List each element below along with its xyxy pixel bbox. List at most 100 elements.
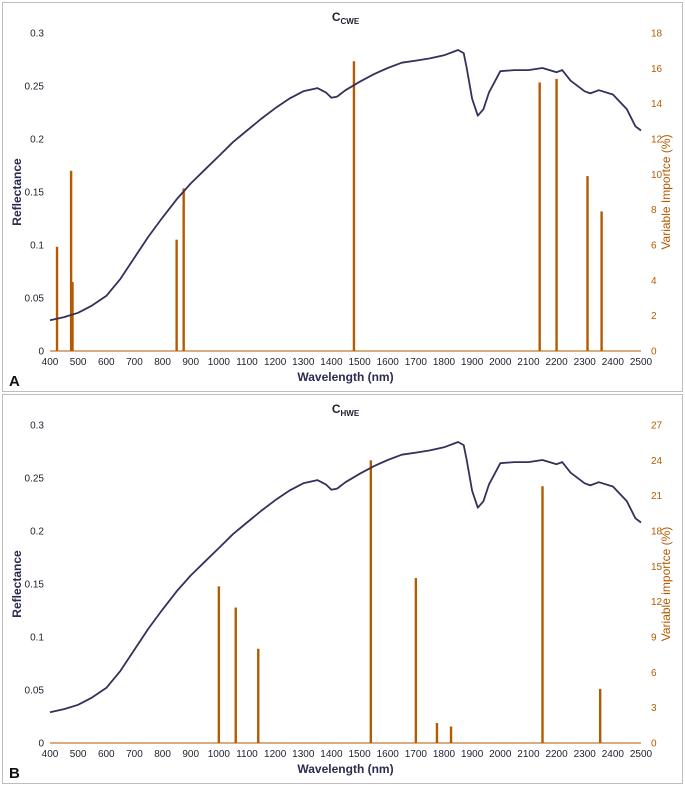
chart-a-y2-tick-label: 18	[651, 29, 663, 40]
chart-b-importance-bar	[257, 648, 260, 743]
chart-b-x-tick-label: 600	[98, 749, 115, 760]
chart-b-y-tick-label: 0.25	[25, 474, 45, 485]
chart-b-reflectance-line	[49, 441, 642, 714]
chart-a-y-tick-label: 0.15	[25, 188, 45, 199]
chart-a-y2-axis-label: Variable Importce (%)	[659, 134, 673, 249]
chart-a-importance-bar	[69, 170, 73, 351]
chart-a-x-tick-label: 1100	[236, 357, 258, 368]
chart-a-importance-bar	[71, 282, 74, 351]
chart-a-y2-tick-label: 0	[651, 347, 657, 358]
chart-a-y2-tick-label: 12	[651, 135, 663, 146]
chart-a-importance-bar	[352, 61, 356, 352]
chart-b-y2-tick-label: 21	[651, 491, 663, 502]
chart-b-x-axis-label: Wavelength (nm)	[297, 762, 393, 776]
chart-b-panel-letter: B	[9, 765, 20, 782]
chart-b-y2-tick-label: 24	[651, 456, 663, 467]
chart-b-importance-bar	[234, 607, 237, 743]
chart-b-x-tick-label: 1500	[348, 749, 371, 760]
chart-a-x-tick-label: 900	[182, 357, 199, 368]
chart-b-x-tick-label: 2500	[630, 749, 653, 760]
chart-b-x-tick-label: 900	[182, 749, 199, 760]
chart-a-importance-bar	[182, 188, 185, 351]
chart-a-y2-tick-label: 4	[651, 276, 657, 287]
chart-a-y-tick-label: 0.2	[30, 135, 44, 146]
chart-b-x-tick-label: 1300	[292, 749, 315, 760]
chart-a-x-tick-label: 600	[98, 357, 115, 368]
chart-b-y2-axis-label: Variable importce (%)	[659, 527, 673, 641]
chart-b-x-tick-label: 1400	[320, 749, 343, 760]
chart-b-y-tick-label: 0.3	[30, 421, 44, 432]
chart-b-y2-tick-label: 12	[651, 597, 663, 608]
chart-a-x-axis-label: Wavelength (nm)	[297, 370, 393, 384]
chart-b-importance-bar	[541, 486, 544, 743]
chart-b-y-tick-label: 0.15	[25, 580, 45, 591]
chart-a-x-tick-label: 400	[42, 357, 59, 368]
chart-a-x-tick-label: 2300	[574, 357, 597, 368]
chart-b-importance-bar	[414, 578, 418, 743]
chart-b-importance-bar	[217, 586, 221, 743]
chart-a-panel-letter: A	[9, 373, 20, 390]
chart-a-x-tick-label: 1500	[348, 357, 371, 368]
chart-b-y2-tick-label: 3	[651, 703, 657, 714]
chart-b-y-tick-label: 0	[38, 739, 44, 750]
chart-b-x-tick-label: 1200	[264, 749, 287, 760]
chart-b-x-tick-label: 1000	[208, 749, 231, 760]
chart-b-x-tick-label: 2400	[602, 749, 625, 760]
chart-a-importance-bar	[175, 239, 178, 351]
chart-a-y2-tick-label: 2	[651, 311, 657, 322]
chart-b-x-tick-label: 2100	[517, 749, 540, 760]
chart-b-x-tick-label: 2200	[545, 749, 568, 760]
chart-a-x-tick-label: 1800	[433, 357, 456, 368]
chart-a-x-tick-label: 2000	[489, 357, 512, 368]
chart-a-y-tick-label: 0.3	[30, 29, 44, 40]
chart-a-x-tick-label: 1900	[461, 357, 484, 368]
chart-a-importance-bar	[555, 78, 558, 351]
chart-a-x-tick-label: 1600	[377, 357, 400, 368]
chart-a-y-tick-label: 0	[38, 347, 44, 358]
chart-b-y2-tick-label: 15	[651, 562, 663, 573]
chart-b-y-tick-label: 0.2	[30, 527, 44, 538]
chart-b-title: CHWE	[332, 402, 360, 418]
chart-b-x-tick-label: 1800	[433, 749, 456, 760]
chart-b-x-tick-label: 2000	[489, 749, 512, 760]
chart-b-importance-bar	[435, 722, 439, 743]
chart-a-y2-tick-label: 8	[651, 205, 657, 216]
chart-a-importance-bar	[538, 82, 541, 351]
chart-b-y2-tick-label: 0	[651, 739, 657, 750]
chart-panel-b: CHWE 400 500 600 700 800 900 1000 1100 1200 1300 14…	[2, 394, 683, 784]
chart-a-x-tick-label: 1400	[320, 357, 343, 368]
chart-a-reflectance-line	[49, 49, 642, 322]
chart-a-x-tick-label: 1700	[405, 357, 428, 368]
chart-panel-a: CCWE 400 500 600 700 800 900 1000 1100 1200 1300 14…	[2, 2, 683, 392]
chart-a-y2-tick-label: 14	[651, 99, 663, 110]
chart-b-y2-tick-label: 18	[651, 527, 663, 538]
chart-b-x-tick-label: 500	[70, 749, 87, 760]
chart-b-x-tick-label: 800	[154, 749, 171, 760]
chart-a-x-tick-label: 1000	[208, 357, 231, 368]
chart-b-y-tick-label: 0.05	[25, 686, 45, 697]
chart-a-x-tick-label: 2200	[545, 357, 568, 368]
chart-a-y2-tick-label: 6	[651, 241, 657, 252]
chart-b-importance-bar	[449, 726, 453, 743]
chart-b-x-tick-label: 1100	[236, 749, 258, 760]
chart-b-y2-tick-label: 6	[651, 668, 657, 679]
chart-a-x-tick-label: 700	[126, 357, 143, 368]
chart-a-x-tick-label: 500	[70, 357, 87, 368]
chart-a-y2-tick-label: 16	[651, 64, 663, 75]
chart-b-x-tick-label: 2300	[574, 749, 597, 760]
chart-a-y-tick-label: 0.05	[25, 294, 45, 305]
chart-b-importance-bar	[598, 688, 602, 743]
chart-b-importance-bar	[369, 460, 373, 743]
chart-b-x-tick-label: 1900	[461, 749, 484, 760]
chart-a-y-tick-label: 0.25	[25, 82, 45, 93]
chart-b-y2-tick-label: 9	[651, 633, 657, 644]
chart-a-x-tick-label: 1200	[264, 357, 287, 368]
chart-b-x-tick-label: 700	[126, 749, 143, 760]
chart-a-x-tick-label: 2500	[630, 357, 653, 368]
chart-b-y-tick-label: 0.1	[30, 633, 44, 644]
chart-a-importance-bar	[55, 246, 59, 351]
chart-a-title: CCWE	[332, 10, 360, 26]
chart-a-y-axis-label: Reflectance	[10, 158, 24, 226]
